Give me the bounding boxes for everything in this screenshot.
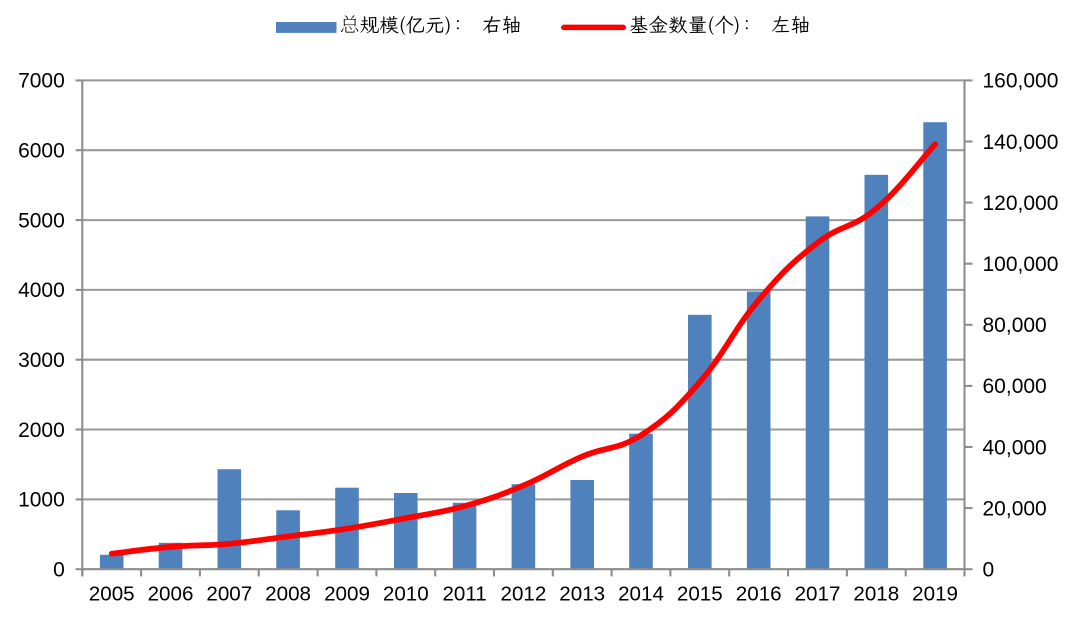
svg-text:0: 0	[983, 559, 995, 582]
svg-text:2017: 2017	[795, 583, 841, 606]
svg-text:2019: 2019	[912, 583, 958, 606]
svg-text:160,000: 160,000	[983, 70, 1059, 93]
svg-text:2016: 2016	[736, 583, 782, 606]
svg-text:60,000: 60,000	[983, 375, 1047, 398]
svg-text:6000: 6000	[18, 140, 65, 163]
svg-text:2000: 2000	[18, 419, 65, 442]
svg-text:80,000: 80,000	[983, 314, 1047, 337]
svg-text:120,000: 120,000	[983, 192, 1059, 215]
svg-text:2012: 2012	[500, 583, 546, 606]
svg-text:2018: 2018	[853, 583, 899, 606]
svg-text:2014: 2014	[618, 583, 664, 606]
svg-text:40,000: 40,000	[983, 436, 1047, 459]
svg-text:7000: 7000	[18, 70, 65, 93]
svg-text:2008: 2008	[265, 583, 311, 606]
svg-text:5000: 5000	[18, 209, 65, 232]
svg-text:100,000: 100,000	[983, 253, 1059, 276]
svg-text:2015: 2015	[677, 583, 723, 606]
svg-text:2007: 2007	[206, 583, 252, 606]
svg-text:2005: 2005	[89, 583, 135, 606]
svg-text:2010: 2010	[383, 583, 429, 606]
svg-text:20,000: 20,000	[983, 497, 1047, 520]
svg-text:2011: 2011	[442, 583, 486, 606]
svg-text:2009: 2009	[324, 583, 370, 606]
svg-text:2006: 2006	[148, 583, 194, 606]
svg-text:3000: 3000	[18, 349, 65, 372]
svg-text:0: 0	[53, 559, 65, 582]
svg-text:1000: 1000	[18, 489, 65, 512]
svg-text:140,000: 140,000	[983, 131, 1059, 154]
svg-text:2013: 2013	[559, 583, 605, 606]
svg-text:4000: 4000	[18, 279, 65, 302]
